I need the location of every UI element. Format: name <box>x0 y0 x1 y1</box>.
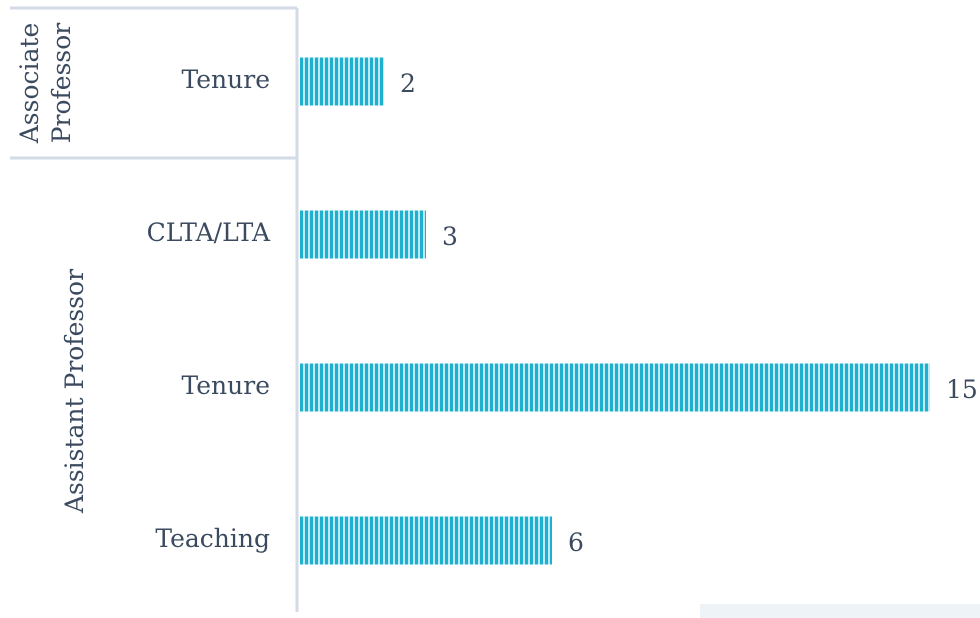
bar <box>300 363 930 412</box>
category-label: Tenure <box>182 65 270 94</box>
value-label: 15 <box>946 375 978 404</box>
category-label: Tenure <box>182 371 270 400</box>
value-label: 6 <box>568 528 584 557</box>
bar <box>300 210 426 259</box>
value-label: 2 <box>400 69 416 98</box>
bar <box>300 516 552 565</box>
group-label: Assistant Professor <box>60 268 89 513</box>
bar <box>300 57 384 106</box>
value-label: 3 <box>442 222 458 251</box>
category-label: Teaching <box>155 524 270 553</box>
footer-panel <box>700 604 980 618</box>
category-label: CLTA/LTA <box>147 218 271 247</box>
group-label: Associate Professor <box>15 22 76 144</box>
